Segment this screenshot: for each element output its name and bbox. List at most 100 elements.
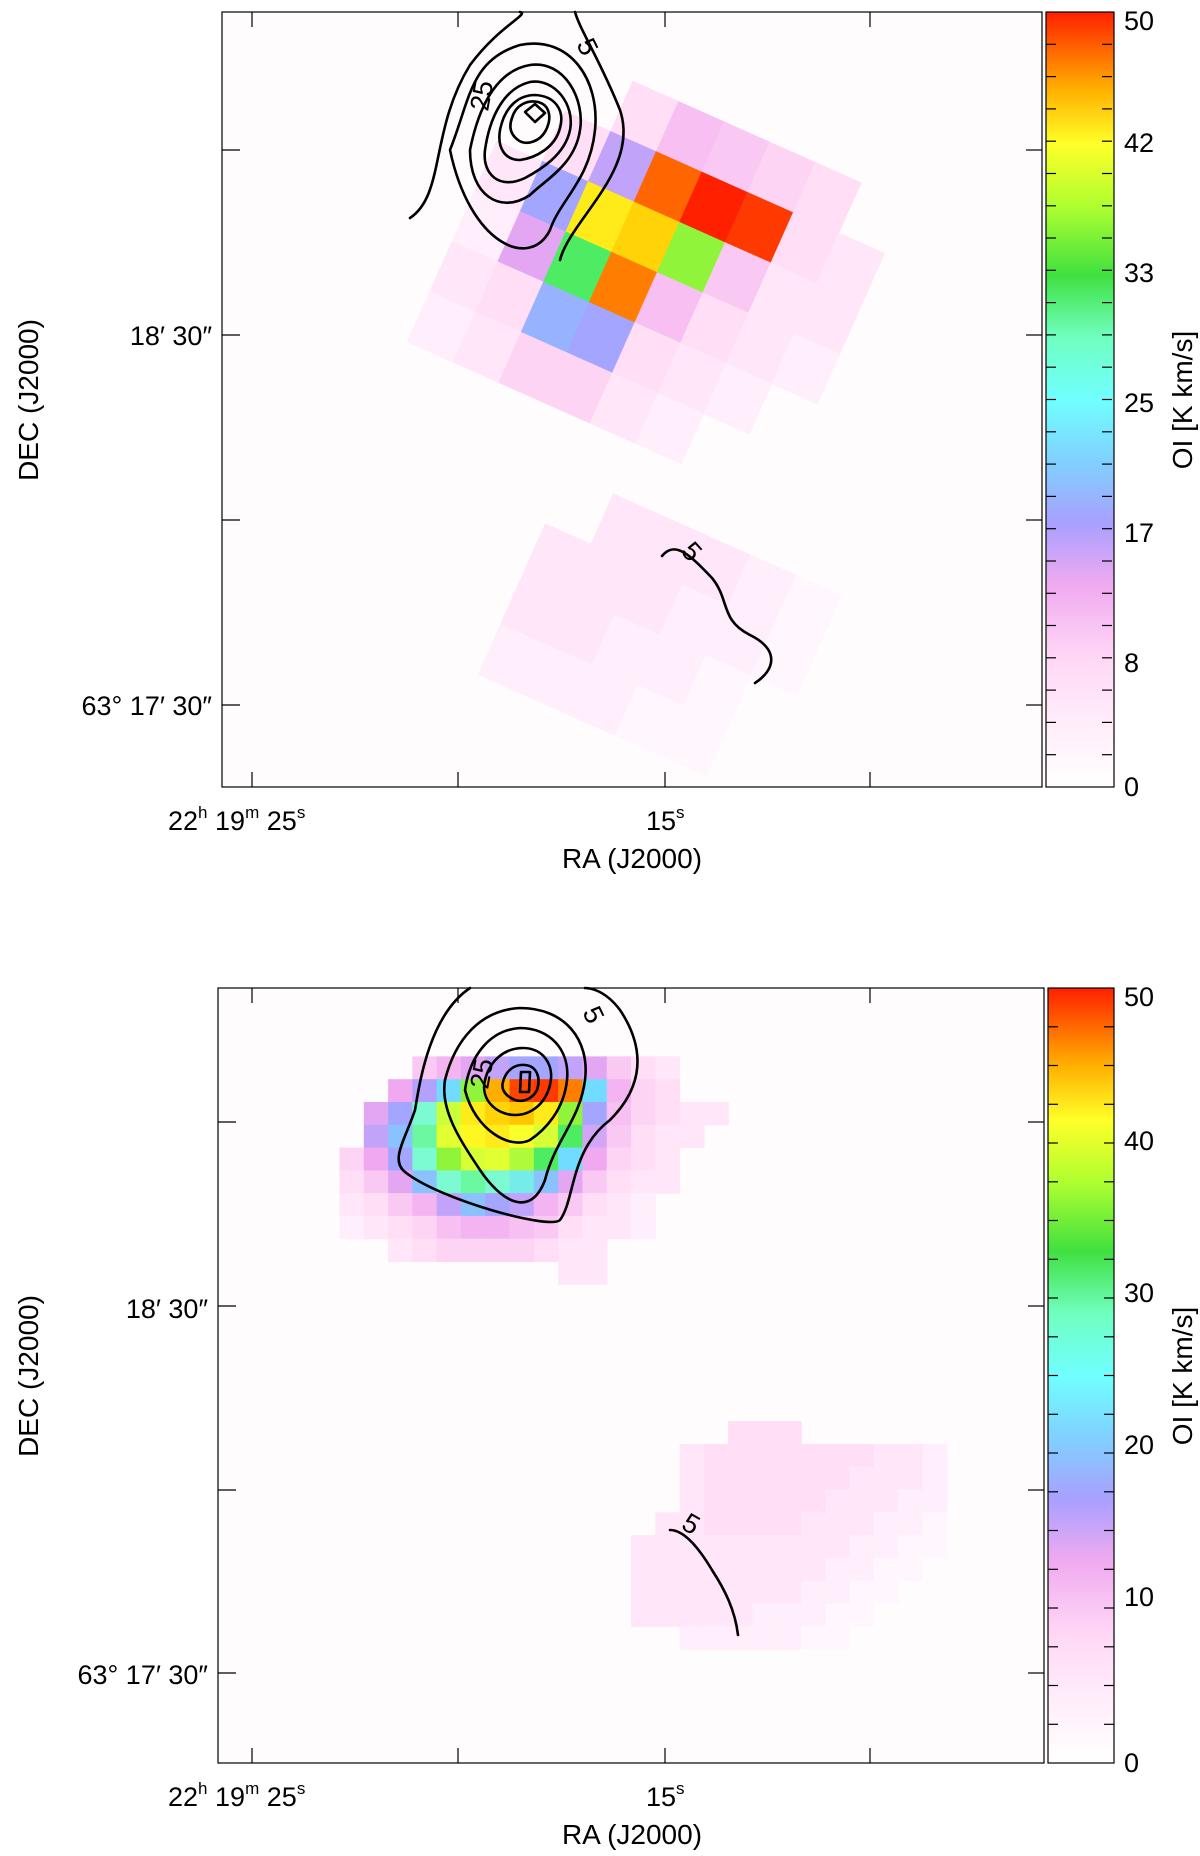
map-pixel xyxy=(679,1535,705,1559)
map-pixel xyxy=(873,1512,899,1536)
map-pixel xyxy=(801,1557,826,1582)
map-pixel xyxy=(589,372,659,444)
map-pixel xyxy=(588,251,658,324)
map-pixel xyxy=(750,625,820,697)
map-pixel xyxy=(776,1580,802,1604)
map-pixel xyxy=(657,342,727,415)
map-pixel xyxy=(849,1557,875,1582)
map-pixel xyxy=(509,1215,535,1240)
map-pixel xyxy=(898,1512,924,1536)
contour-line xyxy=(482,1046,553,1117)
map-pixel xyxy=(436,1238,462,1263)
map-pixel xyxy=(460,1238,486,1263)
map-pixel xyxy=(363,1124,389,1149)
map-pixel xyxy=(752,1535,778,1559)
colorbar-tick-label: 25 xyxy=(1124,388,1154,418)
map-pixel xyxy=(558,1056,583,1080)
map-pixel xyxy=(679,1102,705,1126)
map-pixel xyxy=(568,543,637,616)
map-pixel xyxy=(606,1170,632,1194)
colorbar-tick-label: 30 xyxy=(1124,1278,1154,1308)
map-pixel xyxy=(659,584,729,656)
y-tick-label: 18′ 30″ xyxy=(130,321,213,351)
map-pixel xyxy=(485,1079,511,1103)
map-pixel xyxy=(849,1443,875,1468)
map-pixel xyxy=(655,1056,681,1080)
map-pixel xyxy=(771,333,841,405)
map-pixel xyxy=(500,573,569,645)
map-pixel xyxy=(849,1466,875,1491)
map-pixel xyxy=(363,1215,389,1240)
map-pixel xyxy=(655,1102,681,1126)
map-pixel xyxy=(752,1443,778,1468)
map-pixel xyxy=(655,1557,681,1582)
map-pixel xyxy=(610,80,679,153)
map-pixel xyxy=(801,1466,826,1491)
x-ticks xyxy=(251,12,871,787)
map-pixel xyxy=(728,1626,754,1650)
map-pixel xyxy=(703,1626,729,1650)
map-pixel xyxy=(582,1079,608,1103)
map-pixel xyxy=(485,1170,511,1194)
map-pixel xyxy=(705,604,775,677)
contours-top xyxy=(408,10,773,685)
map-pixel xyxy=(533,1079,559,1103)
map-pixel xyxy=(412,1124,438,1149)
map-pixel xyxy=(498,331,568,404)
map-pixel xyxy=(922,1466,948,1491)
contour-line xyxy=(397,986,639,1224)
map-pixel xyxy=(679,1580,705,1604)
map-pixel xyxy=(679,1626,705,1650)
map-pixel xyxy=(388,1079,413,1103)
map-pixel xyxy=(429,241,499,313)
map-pixel xyxy=(724,191,794,264)
map-pixel xyxy=(613,564,683,636)
map-pixel xyxy=(873,1443,899,1468)
map-pixel xyxy=(522,523,592,595)
y-tick-label: 63° 17′ 30″ xyxy=(81,691,212,721)
map-pixel xyxy=(558,1215,583,1240)
map-pixel xyxy=(388,1170,413,1194)
map-pixel xyxy=(776,1466,802,1491)
colorbar-tick-label: 40 xyxy=(1124,1126,1154,1156)
map-pixel xyxy=(460,1056,486,1080)
map-pixel xyxy=(703,1443,729,1468)
colorbar-tick-label: 50 xyxy=(1124,982,1154,1012)
colorbar-tick-label: 0 xyxy=(1124,772,1139,802)
map-pixel xyxy=(412,1147,438,1171)
y-axis-label: DEC (J2000) xyxy=(13,319,44,481)
map-pixel xyxy=(523,644,593,716)
map-pixel xyxy=(825,1443,851,1468)
map-pixel xyxy=(412,1238,438,1263)
map-pixel xyxy=(825,1557,851,1582)
map-pixel xyxy=(770,212,840,284)
x-axis-label: RA (J2000) xyxy=(562,843,702,874)
map-pixel xyxy=(633,151,703,223)
map-pixel xyxy=(873,1580,899,1604)
map-pixel xyxy=(849,1580,875,1604)
map-pixel xyxy=(412,1102,438,1126)
map-pixel xyxy=(752,1557,778,1582)
map-pixel xyxy=(801,1535,826,1559)
map-pixel xyxy=(801,1603,826,1627)
contour-line xyxy=(501,1063,540,1103)
map-pixel xyxy=(679,171,748,243)
map-pixel xyxy=(702,242,772,314)
y-ticks xyxy=(218,1121,1044,1674)
map-pixel xyxy=(606,1102,632,1126)
map-pixel xyxy=(922,1535,948,1559)
colorbar-tick-label: 42 xyxy=(1124,128,1154,158)
contour-line xyxy=(523,102,547,124)
map-pixel xyxy=(339,1215,365,1240)
map-pixel xyxy=(436,1147,462,1171)
map-pixel xyxy=(485,1102,511,1126)
map-pixel xyxy=(728,1535,754,1559)
map-pixel xyxy=(611,322,681,394)
map-pixel xyxy=(542,231,612,303)
map-pixel xyxy=(509,1147,535,1171)
map-pixel xyxy=(591,614,661,686)
colorbar-tick-label: 33 xyxy=(1124,258,1154,288)
map-pixel xyxy=(773,574,843,647)
map-pixel xyxy=(520,281,590,354)
pixel-map-bottom xyxy=(339,1056,948,1650)
